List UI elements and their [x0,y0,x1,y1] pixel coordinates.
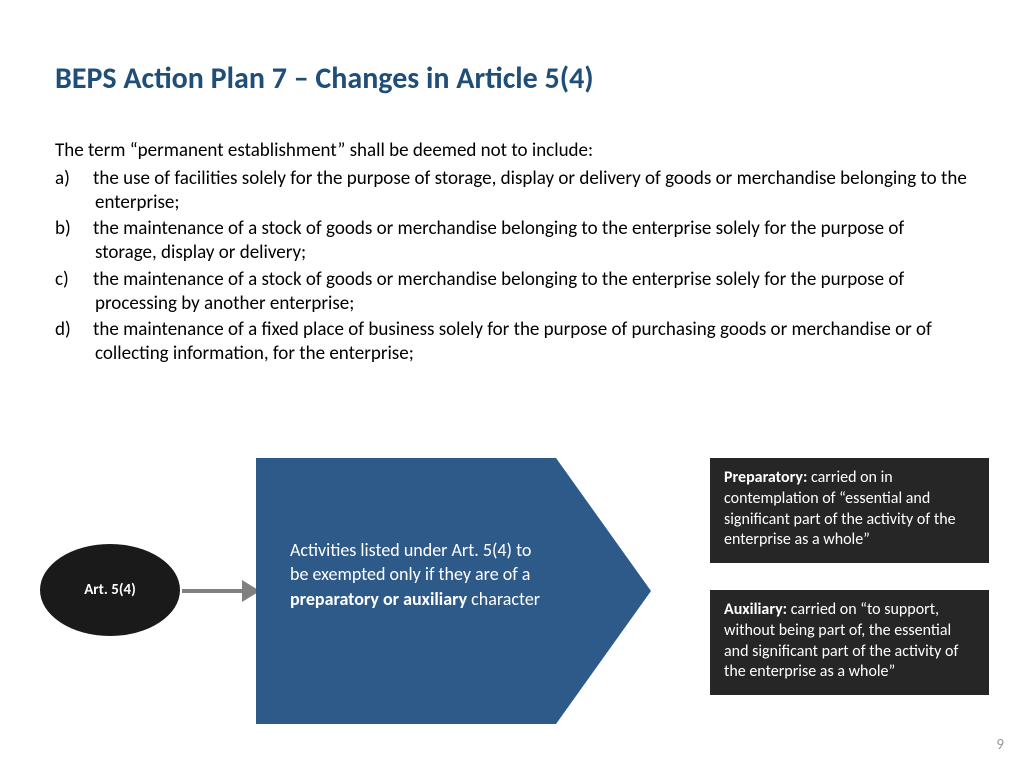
chevron-node: Activities listed under Art. 5(4) to be … [256,458,651,724]
ellipse-node: Art. 5(4) [40,544,180,636]
flow-diagram: Art. 5(4) Activities listed under Art. 5… [0,450,1024,740]
list-item: d)the maintenance of a fixed place of bu… [55,318,969,366]
info-box-preparatory: Preparatory: carried on in contemplation… [710,458,989,563]
list-item: c)the maintenance of a stock of goods or… [55,268,969,316]
slide-title: BEPS Action Plan 7 – Changes in Article … [55,60,969,97]
page-number: 9 [996,736,1004,754]
definition-list: a)the use of facilities solely for the p… [55,167,969,366]
chevron-text: Activities listed under Art. 5(4) to be … [290,538,550,611]
info-box-auxiliary: Auxiliary: carried on “to support, witho… [710,590,989,695]
ellipse-label: Art. 5(4) [84,581,136,599]
list-item: a)the use of facilities solely for the p… [55,167,969,215]
intro-text: The term “permanent establishment” shall… [55,139,969,163]
list-item: b)the maintenance of a stock of goods or… [55,217,969,265]
arrow-shaft [182,589,242,593]
